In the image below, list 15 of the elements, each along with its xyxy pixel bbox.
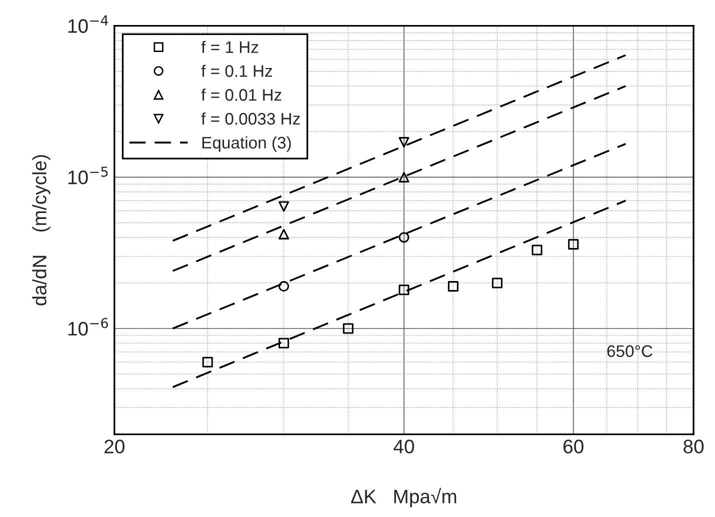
annotation: 650°C <box>607 345 652 358</box>
y-axis-title: da/dN (m/cycle) <box>32 155 50 306</box>
y-tick-label: 10$^{−6}$ <box>68 318 108 336</box>
x-tick-label: 60 <box>564 440 584 454</box>
y-tick-label: 10$^{−4}$ <box>68 15 108 33</box>
legend-label: f = 0.1 Hz <box>201 64 272 77</box>
legend-label: Equation (3) <box>202 136 291 152</box>
x-axis-title: ΔK Mpa√m <box>351 488 456 508</box>
legend-label: f = 0.01 Hz <box>201 88 282 101</box>
x-tick-label: 80 <box>684 440 704 454</box>
legend-label: f = 1 Hz <box>201 40 258 53</box>
x-tick-label: 20 <box>104 440 124 454</box>
legend-label: f = 0.0033 Hz <box>201 112 300 125</box>
y-tick-label: 10$^{−5}$ <box>68 166 108 184</box>
x-tick-label: 40 <box>394 440 414 454</box>
